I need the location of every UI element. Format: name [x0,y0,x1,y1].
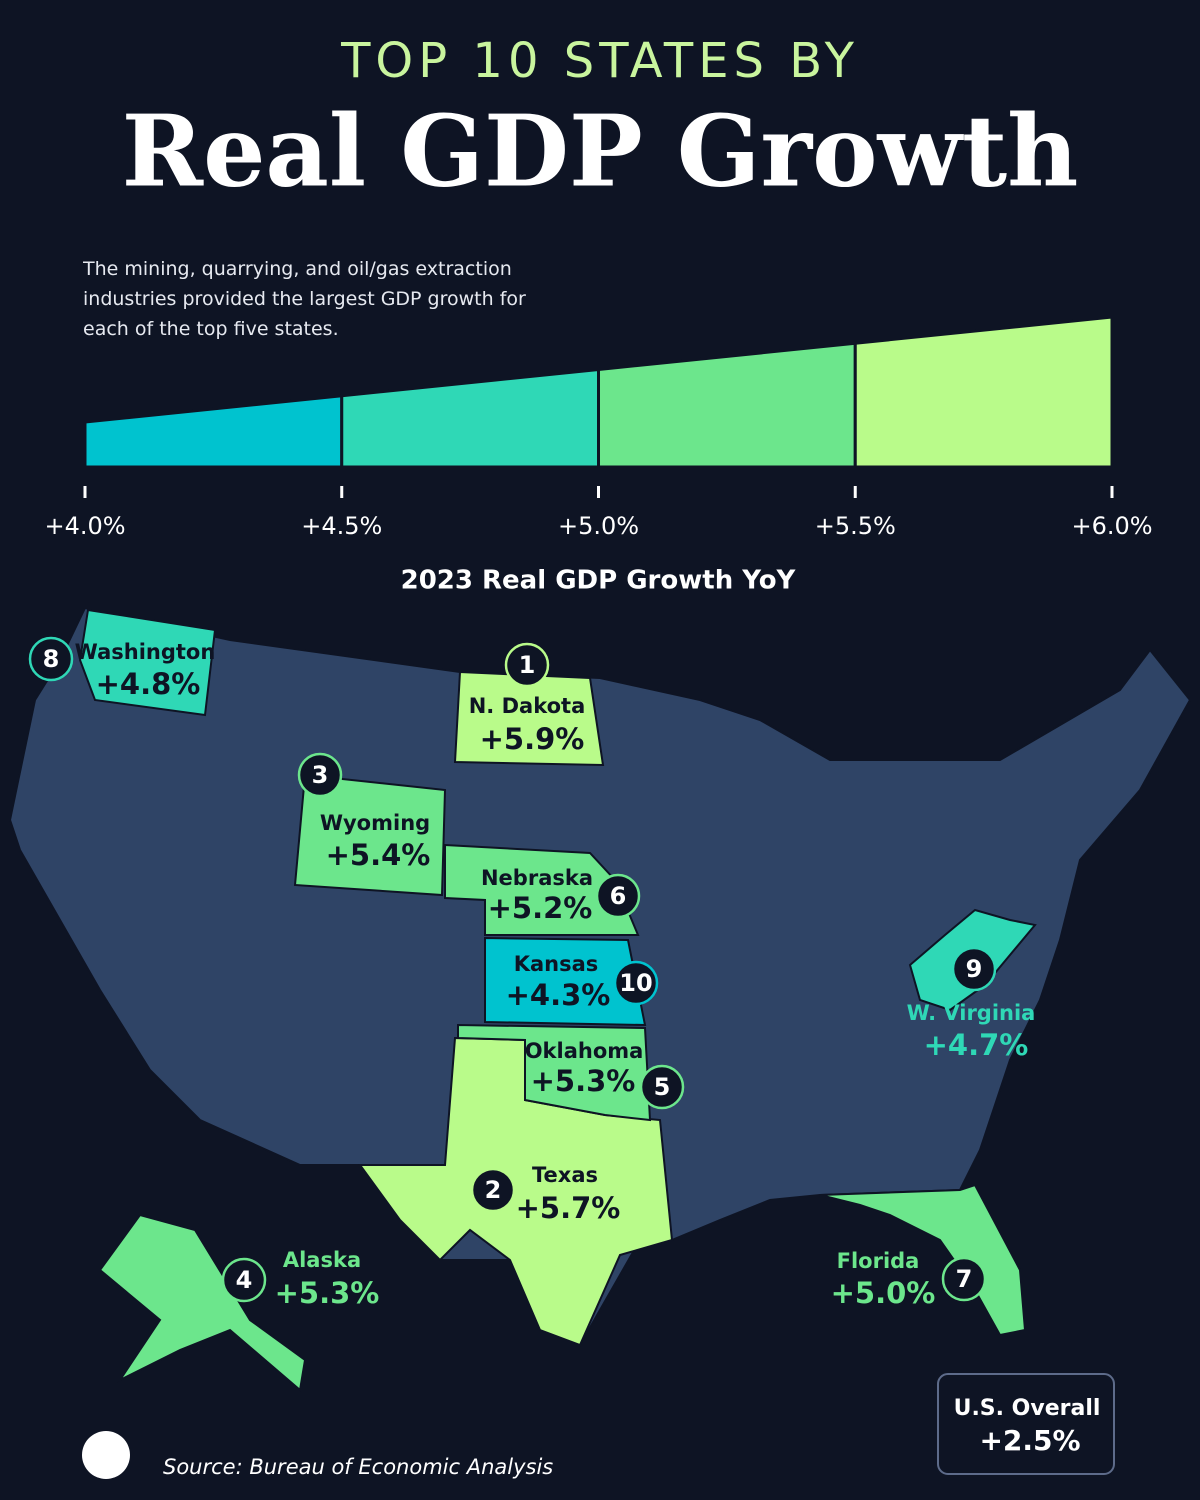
rank-number: 3 [312,761,329,789]
rank-number: 10 [619,969,652,997]
state-name: Wyoming [320,811,430,835]
state-value: +5.7% [516,1191,621,1225]
rank-number: 7 [956,1265,973,1293]
state-value: +5.2% [488,891,593,925]
state [453,670,605,767]
state [293,773,447,897]
state-name: W. Virginia [907,1001,1036,1025]
rank-number: 6 [610,882,627,910]
tick-label: +6.0% [1071,512,1152,540]
state-value: +4.3% [506,978,611,1012]
state-value: +5.9% [480,722,585,756]
tick-label: +5.0% [558,512,639,540]
rank-badge [951,946,997,992]
rank-number: 9 [966,955,983,983]
state-name: Oklahoma [525,1039,644,1063]
subtitle: The mining, quarrying, and oil/gas extra… [83,258,526,340]
source: Source: Bureau of Economic Analysis [163,1455,553,1479]
state-value: +4.7% [924,1028,1029,1062]
state-value: +5.3% [275,1276,380,1310]
state-value: +4.8% [96,667,201,701]
state-value: +5.0% [831,1276,936,1310]
rank-badge [28,636,74,682]
state-name: Florida [837,1249,920,1273]
rank-badge [504,642,550,688]
legend-segment [853,315,1114,469]
rank-number: 4 [236,1266,253,1294]
state-value: +5.3% [531,1064,636,1098]
state [457,1023,652,1122]
rank-badge [639,1064,685,1110]
rank-number: 1 [519,651,536,679]
state-name: Texas [532,1163,598,1187]
rank-number: 8 [43,645,60,673]
state [819,1183,1027,1337]
legend-title: 2023 Real GDP Growth YoY [401,566,797,596]
tick-label: +5.5% [815,512,896,540]
rank-badge [297,752,343,798]
rank-number: 5 [654,1073,671,1101]
tick-label: +4.5% [301,512,382,540]
title-top: TOP 10 STATES BY [340,33,859,89]
overall-value: +2.5% [979,1424,1080,1457]
overall-label: U.S. Overall [954,1396,1101,1421]
state-name: Washington [75,640,216,664]
subtitle-box: The mining, quarrying, and oil/gas extra… [83,258,526,340]
state [78,608,217,717]
overall-box [937,1373,1115,1475]
state-name: Nebraska [481,866,593,890]
state-name: Kansas [514,952,599,976]
rank-badge [595,873,641,919]
logo [82,1431,130,1479]
title: Real GDP Growth [122,94,1079,209]
state [444,843,640,936]
rank-badge [221,1257,267,1303]
state [484,936,647,1027]
tick-label: +4.0% [44,512,125,540]
rank-number: 2 [485,1176,502,1204]
rank-badge [941,1256,987,1302]
rank-badge [470,1167,516,1213]
state-value: +5.4% [326,838,431,872]
rank-badge [613,960,659,1006]
state-name: N. Dakota [469,694,586,718]
state-name: Alaska [283,1248,361,1272]
